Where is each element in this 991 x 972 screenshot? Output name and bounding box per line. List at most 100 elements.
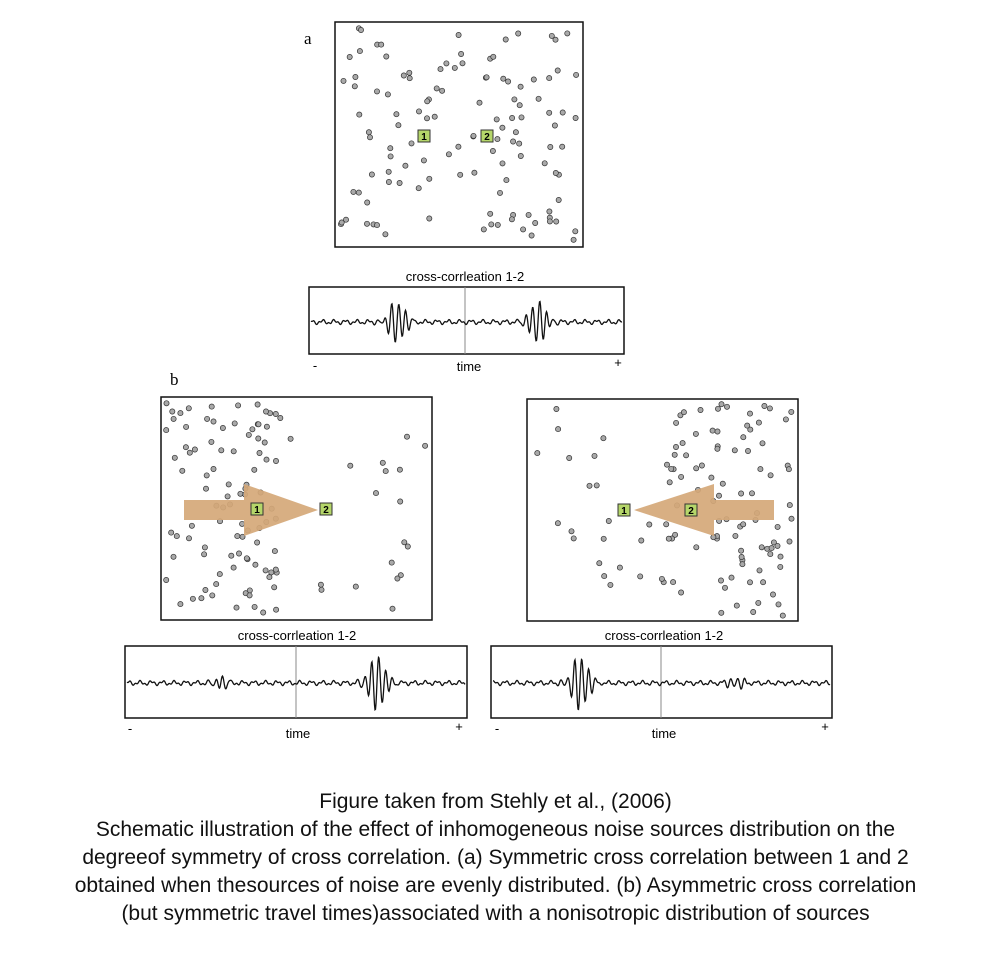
noise-source-dot	[488, 221, 495, 228]
cross-correlation-trace-b-left	[126, 655, 466, 711]
noise-source-dot	[230, 448, 237, 455]
noise-source-dot	[443, 60, 450, 67]
noise-source-dot	[182, 444, 189, 451]
noise-source-dot	[415, 185, 422, 192]
noise-source-dot	[508, 216, 515, 223]
noise-source-dot	[596, 560, 603, 567]
cross-correlation-trace-a	[310, 300, 623, 343]
noise-source-dot	[505, 78, 512, 85]
noise-source-dot	[439, 87, 446, 94]
receiver-2-b-left: 2	[319, 502, 333, 516]
noise-source-dot	[173, 533, 180, 540]
noise-source-dot	[185, 405, 192, 412]
noise-source-dot	[591, 452, 598, 459]
noise-source-dot	[593, 482, 600, 489]
noise-source-dot	[740, 521, 747, 528]
receiver-box	[250, 502, 264, 516]
receiver-1-b-left: 1	[250, 502, 264, 516]
noise-source-dot	[400, 72, 407, 79]
noise-source-dot	[552, 170, 559, 176]
noise-source-dot	[389, 605, 396, 612]
noise-source-dot	[767, 551, 774, 558]
noise-source-dot	[722, 584, 728, 591]
noise-source-dot	[170, 415, 177, 422]
noise-source-dot	[679, 440, 686, 447]
noise-source-dot	[516, 102, 523, 109]
noise-source-dot	[749, 490, 755, 497]
noise-source-dot	[500, 75, 507, 82]
noise-source-dot	[374, 88, 380, 95]
figure-diagram: a 1 2 cross-corrleation 1-2 - + time b 1	[124, 21, 833, 741]
noise-source-dot	[555, 426, 562, 433]
noise-source-dot	[260, 609, 267, 616]
noise-source-dot	[209, 592, 216, 599]
noise-source-dot	[547, 144, 554, 150]
noise-source-dot	[718, 577, 724, 584]
axis-minus-b-right: -	[495, 721, 499, 736]
noise-source-dot	[758, 544, 765, 551]
noise-source-dot	[554, 67, 561, 74]
noise-source-dot	[246, 592, 253, 599]
noise-source-dot	[340, 77, 347, 84]
noise-source-dot	[384, 91, 391, 98]
noise-source-dot	[541, 160, 548, 167]
noise-source-dot	[402, 162, 409, 169]
noise-source-dot	[551, 122, 558, 129]
noise-source-dot	[747, 426, 754, 433]
axis-minus-b-left: -	[128, 721, 132, 736]
noise-source-dot	[718, 609, 725, 616]
noise-source-dot	[788, 515, 795, 522]
noise-source-dot	[774, 523, 781, 530]
noise-source-dot	[728, 574, 735, 581]
noise-source-dot	[243, 555, 250, 562]
noise-source-dot	[239, 520, 246, 527]
noise-source-dot	[168, 529, 175, 536]
noise-source-dot	[680, 409, 687, 416]
noise-source-dot	[225, 481, 232, 488]
noise-source-dot	[665, 535, 672, 542]
noise-source-dot	[219, 425, 226, 431]
noise-source-dot	[338, 219, 345, 226]
noise-source-dot	[378, 41, 385, 48]
receiver-2-a: 2	[480, 129, 494, 143]
noise-source-dot	[740, 434, 747, 441]
noise-source-dot	[237, 490, 244, 497]
noise-source-dot	[188, 522, 195, 529]
noise-source-dot	[555, 197, 562, 203]
noise-source-dot	[163, 427, 170, 434]
noise-source-dot	[396, 180, 403, 186]
noise-source-dot	[352, 74, 359, 80]
panel-a-map-frame	[334, 21, 584, 248]
noise-source-dot	[503, 177, 510, 184]
noise-source-dot	[271, 548, 278, 555]
noise-source-dot	[355, 189, 362, 196]
noise-source-dot	[255, 421, 262, 428]
noise-source-dot	[718, 401, 725, 408]
noise-source-dot	[352, 583, 359, 590]
noise-source-dot	[493, 116, 500, 123]
noise-source-dot	[266, 574, 273, 581]
noise-source-dot	[637, 573, 644, 580]
noise-source-dot	[272, 411, 279, 417]
noise-source-dot	[251, 466, 258, 473]
noise-source-dot	[230, 564, 237, 571]
noise-source-dot	[559, 109, 566, 116]
noise-source-dot	[516, 140, 523, 147]
noise-source-dot	[255, 435, 262, 442]
noise-source-dot	[548, 32, 555, 39]
panel-a: a 1 2 cross-corrleation 1-2 - + time	[304, 21, 625, 374]
noise-source-dot	[233, 604, 240, 611]
noise-source-dot	[249, 426, 256, 433]
receiver-1-b-right: 1	[617, 503, 631, 517]
noise-source-dot	[775, 601, 782, 608]
receiver-label: 1	[421, 132, 427, 143]
noise-source-dot	[525, 211, 532, 218]
noise-source-dot	[364, 199, 371, 206]
noise-source-dot	[511, 96, 518, 103]
noise-source-dot	[697, 407, 704, 413]
noise-source-dot	[709, 427, 716, 434]
noise-source-dot	[520, 226, 527, 233]
noise-source-dot	[170, 553, 177, 560]
cross-correlation-trace-b-right	[492, 657, 831, 711]
noise-source-dot	[186, 449, 193, 456]
